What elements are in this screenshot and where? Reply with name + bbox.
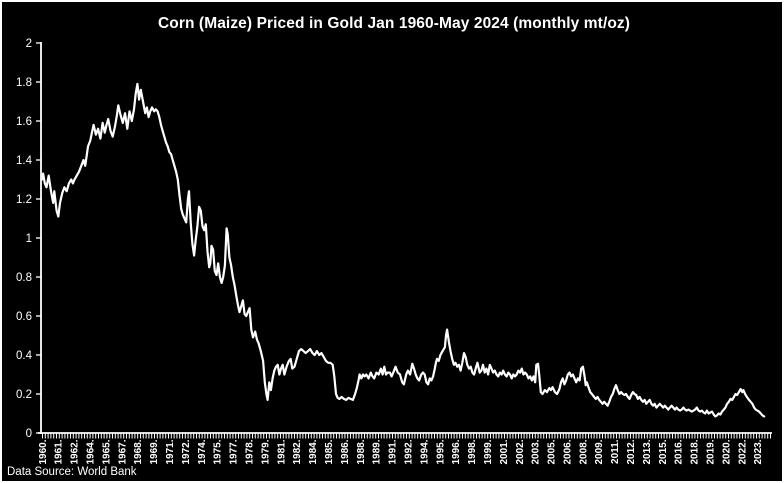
- price-line: [40, 82, 766, 418]
- x-axis-tick-label: 2020.: [721, 439, 732, 464]
- x-axis-tick-label: 2008.: [578, 439, 589, 464]
- y-axis-tick-label: 0: [26, 428, 32, 440]
- x-axis-tick-label: 1991.: [388, 439, 399, 464]
- x-axis-tick-label: 2018.: [690, 439, 701, 464]
- x-axis-tick-label: 2001.: [499, 439, 510, 464]
- x-axis-tick-label: 1995.: [435, 439, 446, 464]
- x-axis-tick-label: 1969.: [149, 439, 160, 464]
- x-axis-tick-label: 1986.: [340, 439, 351, 464]
- x-axis-tick-label: 2023.: [753, 439, 764, 464]
- y-axis-tick-label: 0.6: [16, 311, 32, 323]
- x-axis-tick-label: 2002.: [515, 439, 526, 464]
- x-axis-tick-label: 2012.: [626, 439, 637, 464]
- y-axis-tick-label: 1.6: [16, 116, 32, 128]
- x-axis-tick-label: 1982.: [292, 439, 303, 464]
- x-axis-tick-label: 1998.: [467, 439, 478, 464]
- x-axis-tick-label: 1992.: [404, 439, 415, 464]
- y-axis-tick-label: 0.2: [16, 389, 32, 401]
- x-axis-tick-label: 2009.: [594, 439, 605, 464]
- x-axis-tick-label: 2022.: [737, 439, 748, 464]
- x-axis-tick-label: 2003.: [531, 439, 542, 464]
- y-axis-tick-label: 1: [26, 233, 32, 245]
- y-axis-tick-label: 2: [26, 38, 32, 50]
- x-axis-tick-label: 1978.: [245, 439, 256, 464]
- x-axis-tick-label: 2013.: [642, 439, 653, 464]
- x-axis-tick-label: 1979.: [260, 439, 271, 464]
- x-axis-tick-label: 1996.: [451, 439, 462, 464]
- y-axis-tick-label: 1.2: [16, 194, 32, 206]
- x-axis-tick-label: 1974.: [197, 439, 208, 464]
- x-axis-tick-label: 1972.: [181, 439, 192, 464]
- x-axis-tick-label: 2016.: [674, 439, 685, 464]
- x-axis-tick-label: 1968.: [133, 439, 144, 464]
- x-axis-tick-label: 1994.: [419, 439, 430, 464]
- x-axis-tick-label: 1961.: [54, 439, 65, 464]
- x-axis-tick-label: 1962.: [70, 439, 81, 464]
- x-axis-tick-label: 2019.: [706, 439, 717, 464]
- chart-title: Corn (Maize) Priced in Gold Jan 1960-May…: [157, 15, 631, 32]
- x-axis-tick-label: 1975.: [213, 439, 224, 464]
- x-axis-tick-label: 2005.: [547, 439, 558, 464]
- x-axis-tick-label: 1977.: [229, 439, 240, 464]
- x-axis-tick-label: 1960.: [38, 439, 49, 464]
- x-axis-tick-label: 1981.: [276, 439, 287, 464]
- x-axis-tick-label: 1984.: [308, 439, 319, 464]
- x-axis-tick-label: 2015.: [658, 439, 669, 464]
- x-axis-tick-label: 1985.: [324, 439, 335, 464]
- data-source-note: Data Source: World Bank: [7, 466, 137, 478]
- y-axis-tick-label: 1.8: [16, 77, 32, 89]
- x-axis-tick-label: 1967.: [117, 439, 128, 464]
- x-axis-tick-label: 1971.: [165, 439, 176, 464]
- y-axis-tick-label: 0.8: [16, 272, 32, 284]
- x-axis-tick-label: 1965.: [101, 439, 112, 464]
- x-axis-tick-label: 1989.: [372, 439, 383, 464]
- x-axis-tick-label: 1964.: [86, 439, 97, 464]
- x-axis-tick-label: 1999.: [483, 439, 494, 464]
- y-axis-tick-label: 1.4: [16, 155, 33, 167]
- y-axis-tick-label: 0.4: [16, 350, 33, 362]
- x-axis-tick-label: 2006.: [562, 439, 573, 464]
- x-axis-tick-label: 1988.: [356, 439, 367, 464]
- x-axis-tick-label: 2011.: [610, 439, 621, 464]
